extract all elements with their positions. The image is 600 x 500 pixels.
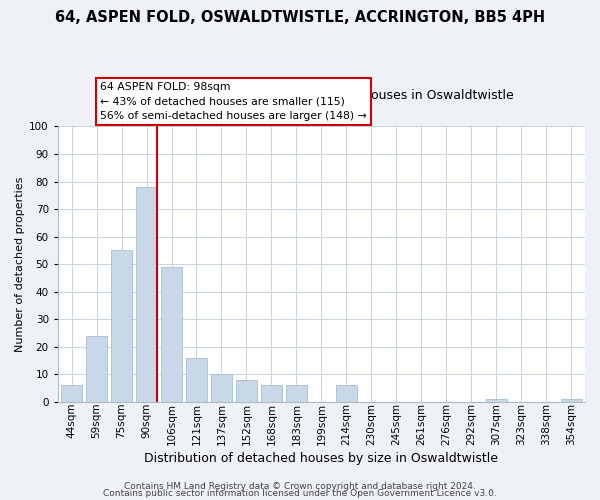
Text: Contains HM Land Registry data © Crown copyright and database right 2024.: Contains HM Land Registry data © Crown c… [124, 482, 476, 491]
X-axis label: Distribution of detached houses by size in Oswaldtwistle: Distribution of detached houses by size … [145, 452, 499, 465]
Bar [236, 380, 257, 402]
Title: Size of property relative to detached houses in Oswaldtwistle: Size of property relative to detached ho… [129, 88, 514, 102]
Bar [186, 358, 207, 402]
Y-axis label: Number of detached properties: Number of detached properties [15, 176, 25, 352]
Text: 64, ASPEN FOLD, OSWALDTWISTLE, ACCRINGTON, BB5 4PH: 64, ASPEN FOLD, OSWALDTWISTLE, ACCRINGTO… [55, 10, 545, 25]
Bar [86, 336, 107, 402]
Bar [61, 385, 82, 402]
Bar [261, 385, 282, 402]
Bar [286, 385, 307, 402]
Bar [161, 267, 182, 402]
Text: Contains public sector information licensed under the Open Government Licence v3: Contains public sector information licen… [103, 489, 497, 498]
Bar [211, 374, 232, 402]
Bar [485, 399, 507, 402]
Bar [560, 399, 582, 402]
Text: 64 ASPEN FOLD: 98sqm
← 43% of detached houses are smaller (115)
56% of semi-deta: 64 ASPEN FOLD: 98sqm ← 43% of detached h… [100, 82, 367, 121]
Bar [336, 385, 357, 402]
Bar [136, 187, 157, 402]
Bar [111, 250, 132, 402]
